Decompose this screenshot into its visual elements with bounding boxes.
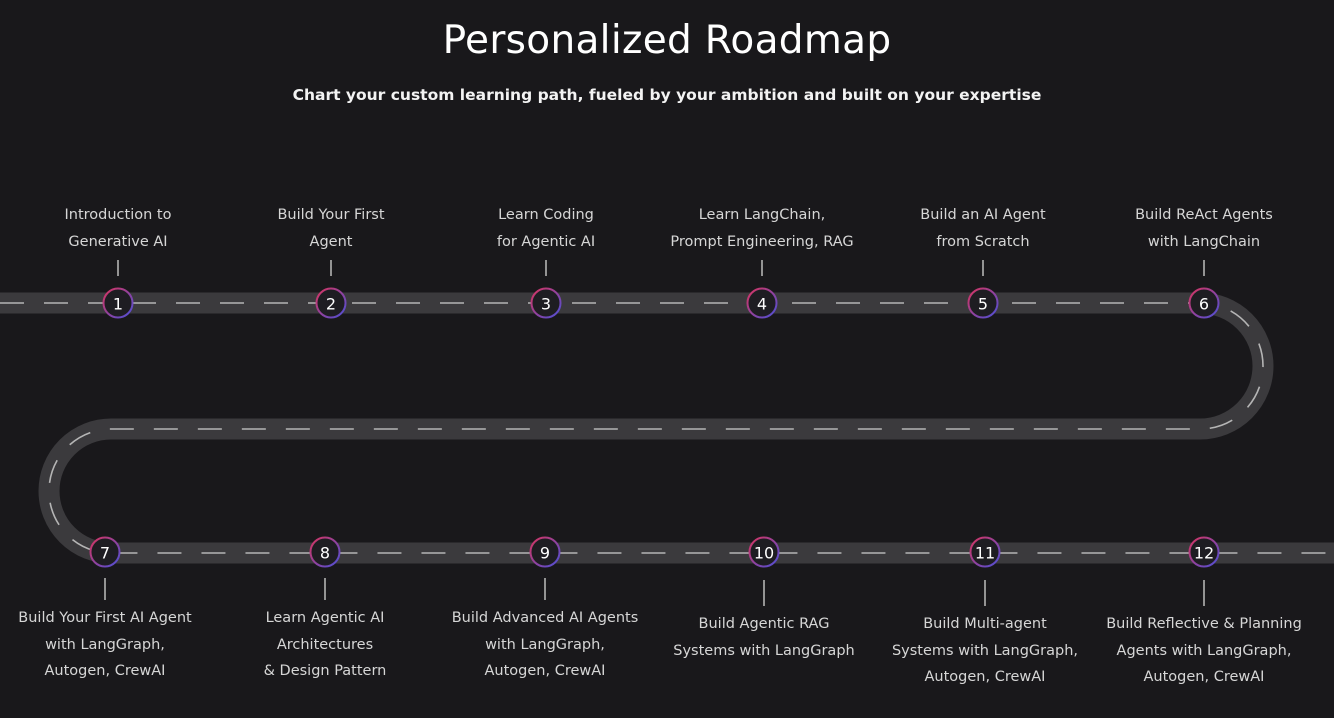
- road: [0, 292, 1334, 564]
- step-label-10: Build Agentic RAG Systems with LangGraph: [673, 616, 855, 659]
- step-marker-8[interactable]: 8: [309, 536, 341, 568]
- step-marker-circle: [967, 287, 999, 319]
- step-marker-9[interactable]: 9: [529, 536, 561, 568]
- step-number: 6: [1199, 295, 1209, 314]
- step-label-9: Build Advanced AI Agents with LangGraph,…: [451, 610, 639, 679]
- step-number: 3: [541, 295, 551, 314]
- step-marker-1[interactable]: 1: [102, 287, 134, 319]
- step-marker-12[interactable]: 12: [1188, 536, 1220, 568]
- step-marker-4[interactable]: 4: [746, 287, 778, 319]
- step-marker-2[interactable]: 2: [315, 287, 347, 319]
- step-marker-7[interactable]: 7: [89, 536, 121, 568]
- connectors: [104, 260, 1205, 606]
- step-label-6: Build ReAct Agents with LangChain: [1135, 207, 1273, 250]
- page-title: Personalized Roadmap: [442, 18, 892, 63]
- step-marker-circle: [89, 536, 121, 568]
- step-marker-circle: [746, 287, 778, 319]
- step-marker-circle: [529, 536, 561, 568]
- step-number: 7: [100, 544, 110, 563]
- step-label-5: Build an AI Agent from Scratch: [920, 207, 1046, 250]
- markers: 1 2 3 4 5 67 8 9 10 11 12: [89, 287, 1220, 568]
- step-number: 12: [1194, 544, 1214, 563]
- step-marker-circle: [969, 536, 1001, 568]
- step-number: 11: [975, 544, 995, 563]
- step-marker-10[interactable]: 10: [748, 536, 780, 568]
- step-number: 4: [757, 295, 767, 314]
- step-label-11: Build Multi-agent Systems with LangGraph…: [891, 616, 1079, 685]
- step-marker-circle: [530, 287, 562, 319]
- step-marker-circle: [1188, 536, 1220, 568]
- step-label-8: Learn Agentic AI Architectures & Design …: [263, 610, 387, 679]
- step-marker-circle: [102, 287, 134, 319]
- step-number: 5: [978, 295, 988, 314]
- step-number: 10: [754, 544, 774, 563]
- step-label-3: Learn Coding for Agentic AI: [496, 207, 596, 250]
- step-number: 2: [326, 295, 336, 314]
- page-subtitle: Chart your custom learning path, fueled …: [292, 86, 1042, 104]
- step-number: 8: [320, 544, 330, 563]
- step-label-2: Build Your First Agent: [277, 207, 385, 250]
- step-marker-11[interactable]: 11: [969, 536, 1001, 568]
- step-marker-6[interactable]: 6: [1188, 287, 1220, 319]
- step-label-7: Build Your First AI Agent with LangGraph…: [18, 610, 192, 679]
- step-label-12: Build Reflective & Planning Agents with …: [1106, 616, 1302, 685]
- step-label-1: Introduction to Generative AI: [64, 207, 172, 250]
- step-marker-circle: [1188, 287, 1220, 319]
- step-number: 9: [540, 544, 550, 563]
- step-marker-circle: [748, 536, 780, 568]
- step-label-4: Learn LangChain, Prompt Engineering, RAG: [670, 207, 854, 250]
- road-center-line: [0, 302, 1334, 554]
- step-marker-5[interactable]: 5: [967, 287, 999, 319]
- step-marker-circle: [309, 536, 341, 568]
- step-number: 1: [113, 295, 123, 314]
- step-marker-circle: [315, 287, 347, 319]
- step-marker-3[interactable]: 3: [530, 287, 562, 319]
